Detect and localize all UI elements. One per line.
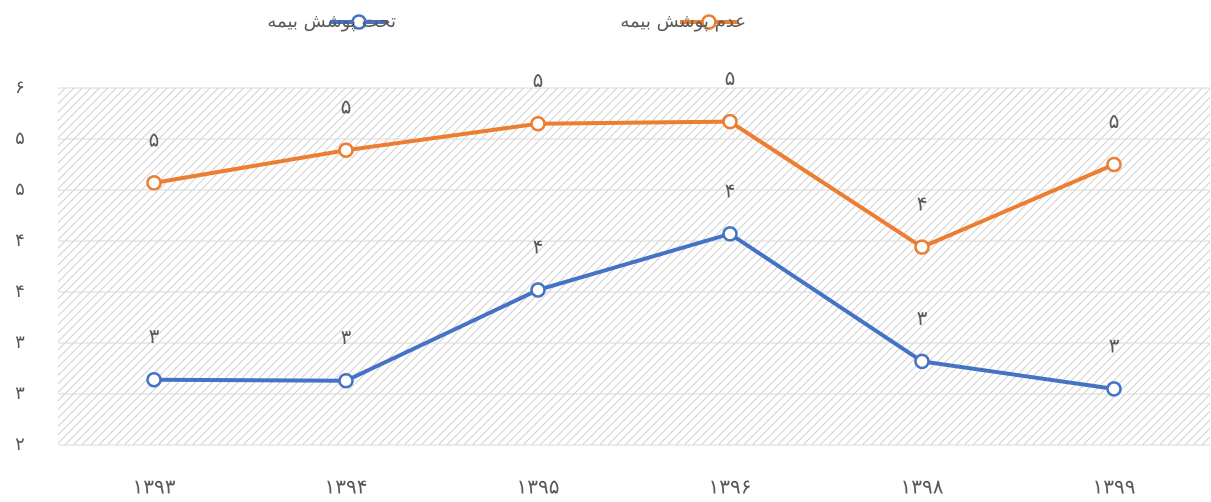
data-label: ۵	[1109, 109, 1120, 133]
y-tick-label: ۳	[15, 332, 25, 353]
marker	[1106, 156, 1122, 173]
data-label: ۳	[917, 306, 928, 330]
line	[153, 119, 1115, 250]
x-tick-label: ۱۳۹۸	[901, 475, 944, 499]
marker	[530, 115, 546, 132]
data-label: ۵	[149, 127, 160, 151]
marker	[146, 175, 162, 191]
x-tick-label: ۱۳۹۴	[325, 475, 368, 499]
legend-marker	[351, 14, 367, 30]
x-tick-label: ۱۳۹۶	[709, 475, 752, 499]
y-tick-label: ۲	[15, 434, 25, 455]
x-tick-label: ۱۳۹۵	[517, 475, 560, 499]
marker	[1106, 381, 1122, 397]
legend-marker	[701, 14, 717, 30]
marker	[338, 372, 354, 389]
data-label: ۵	[341, 95, 352, 119]
data-label: ۵	[533, 68, 544, 92]
data-label: ۳	[341, 325, 352, 349]
marker	[530, 282, 546, 298]
y-tick-label: ۵	[15, 179, 25, 200]
data-label: ۴	[725, 178, 736, 202]
marker	[914, 353, 930, 370]
y-tick-label: ۶	[15, 77, 25, 98]
plot-area	[58, 88, 1210, 445]
x-tick-label: ۱۳۹۳	[133, 475, 176, 499]
legend-label: تحت پوشش بیمه	[267, 11, 396, 32]
legend-label: عدم پوشش بیمه	[620, 11, 746, 32]
line	[153, 231, 1115, 391]
marker	[722, 113, 738, 130]
marker	[914, 239, 930, 255]
x-tick-label: ۱۳۹۹	[1093, 475, 1136, 499]
marker	[722, 226, 738, 242]
data-label: ۳	[1109, 333, 1120, 357]
data-label: ۴	[917, 192, 928, 216]
data-label: ۵	[725, 66, 736, 90]
marker	[146, 371, 162, 388]
y-tick-label: ۴	[15, 281, 25, 302]
y-tick-label: ۵	[15, 128, 25, 149]
y-tick-label: ۴	[15, 230, 25, 251]
data-label: ۳	[149, 324, 160, 348]
y-tick-label: ۳	[15, 383, 25, 404]
data-label: ۴	[533, 234, 544, 258]
marker	[338, 142, 354, 158]
